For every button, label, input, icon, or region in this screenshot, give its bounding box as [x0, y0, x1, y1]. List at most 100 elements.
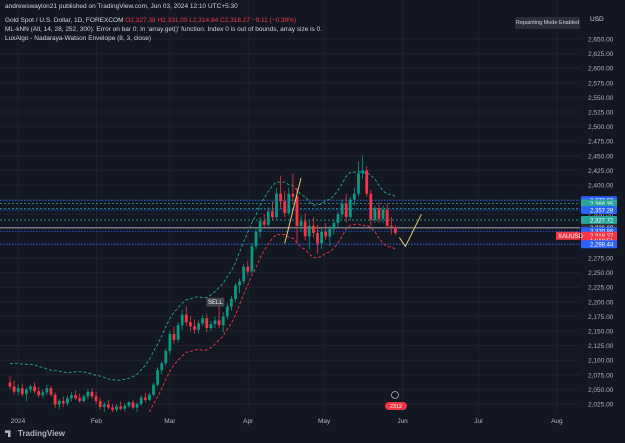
candle-body [37, 391, 41, 396]
candle-body [381, 209, 385, 219]
indicator-knn[interactable]: ML-kNN (All, 14, 28, 252, 300): Error on… [5, 26, 323, 33]
price-badge-label: 2,327.72 [590, 218, 614, 224]
candle-body [78, 398, 82, 402]
candle-body [217, 320, 221, 326]
symbol-tag-bg [556, 231, 580, 240]
candle-body [258, 221, 262, 232]
candle-body [49, 388, 53, 395]
candle-body [250, 246, 254, 272]
candle-body [385, 209, 389, 226]
candle-body [344, 203, 348, 218]
time-tick-label: Apr [243, 418, 254, 425]
price-tick-label: 2,550.00 [588, 95, 614, 102]
candle-body [94, 396, 98, 402]
price-tick-label: 2,525.00 [588, 110, 614, 117]
candle-body [377, 208, 381, 219]
repainting-mode-label: Repainting Mode Enabled [515, 17, 580, 29]
time-tick-label: Aug [551, 418, 563, 425]
candle-body [164, 350, 168, 364]
candle-body [12, 386, 16, 392]
projection-arrow [284, 177, 302, 244]
candle-body [287, 193, 291, 214]
price-tick-label: 2,100.00 [588, 358, 614, 365]
candle-body [98, 401, 102, 407]
envelope-upper [9, 171, 396, 381]
candle-body [16, 388, 20, 392]
candle-body [107, 404, 110, 408]
tradingview-logo: TradingView [5, 429, 65, 438]
candle-body [180, 314, 184, 326]
candle-body [316, 232, 319, 244]
price-tick-label: 2,050.00 [588, 387, 614, 394]
candle-body [25, 389, 28, 395]
candle-body [102, 404, 106, 407]
candle-body [234, 285, 237, 299]
candle-body [61, 401, 65, 404]
candle-body [221, 316, 225, 326]
candle-body [119, 406, 123, 409]
candle-body [168, 333, 172, 351]
tradingview-wordmark: TradingView [18, 429, 65, 438]
candle-body [320, 231, 323, 244]
candle-body [225, 306, 229, 317]
candle-body [365, 170, 369, 194]
candle-body [45, 388, 49, 393]
price-tick-label: 2,200.00 [588, 299, 614, 306]
candle-body [139, 397, 143, 404]
candle-body [193, 326, 196, 330]
candle-body [373, 208, 377, 221]
candle-body [275, 193, 278, 218]
candle-body [324, 231, 328, 237]
candle-body [86, 391, 90, 397]
chart-grid [0, 0, 580, 412]
symbol-title[interactable]: Gold Spot / U.S. Dollar, 1D, FOREXCOM [5, 17, 124, 24]
price-tick-label: 2,025.00 [588, 402, 614, 409]
candle-body [279, 193, 282, 202]
sell-label: SELL [208, 300, 223, 306]
price-tick-label: 2,600.00 [588, 66, 614, 73]
candle-body [332, 222, 336, 229]
price-badge-bg [581, 240, 617, 249]
candle-body [336, 214, 340, 223]
candle-body [353, 193, 356, 200]
candle-body [66, 398, 69, 404]
price-badge-label: 2,298.44 [590, 243, 614, 249]
candle-body [213, 320, 217, 324]
sell-label-bg [206, 297, 225, 307]
candle-body [57, 401, 61, 405]
price-axis: 2,025.00 2,050.00 2,075.00 2,100.00 2,125.00… [588, 37, 614, 409]
tradingview-icon [5, 430, 11, 438]
price-tick-label: 2,575.00 [588, 80, 614, 87]
candle-body [389, 225, 393, 228]
candle-body [394, 227, 397, 233]
ohlc-values: O2,327.38 H2,331.09 L2,314.84 C2,318.27 … [125, 17, 297, 24]
time-axis-bg [0, 412, 580, 443]
currency-label[interactable]: USD [590, 16, 604, 23]
price-tick-label: 2,425.00 [588, 168, 614, 175]
candle-body [266, 211, 270, 225]
candlesticks [8, 155, 397, 416]
candle-body [160, 363, 164, 371]
candle-body [242, 266, 246, 282]
horizontal-lines [0, 199, 580, 245]
candle-body [156, 370, 159, 385]
candle-body [299, 221, 303, 226]
candle-body [271, 211, 274, 218]
candle-body [312, 225, 315, 233]
candle-body [111, 407, 114, 410]
candle-body [41, 392, 45, 396]
candle-body [131, 402, 135, 408]
candle-body [189, 322, 192, 327]
projection-arrow [399, 213, 422, 248]
candle-body [33, 386, 36, 392]
candle-body [230, 298, 233, 307]
candle-body [348, 199, 352, 218]
candle-body [152, 384, 155, 395]
indicator-envelope[interactable]: LuxAlgo - Nadaraya-Watson Envelope (8, 3… [5, 35, 152, 42]
price-tick-label: 2,450.00 [588, 153, 614, 160]
price-tick-label: 2,650.00 [588, 37, 614, 44]
candle-body [283, 201, 287, 214]
symbol-tag: XAUUSD [558, 234, 584, 240]
price-badge-bg [581, 216, 617, 225]
